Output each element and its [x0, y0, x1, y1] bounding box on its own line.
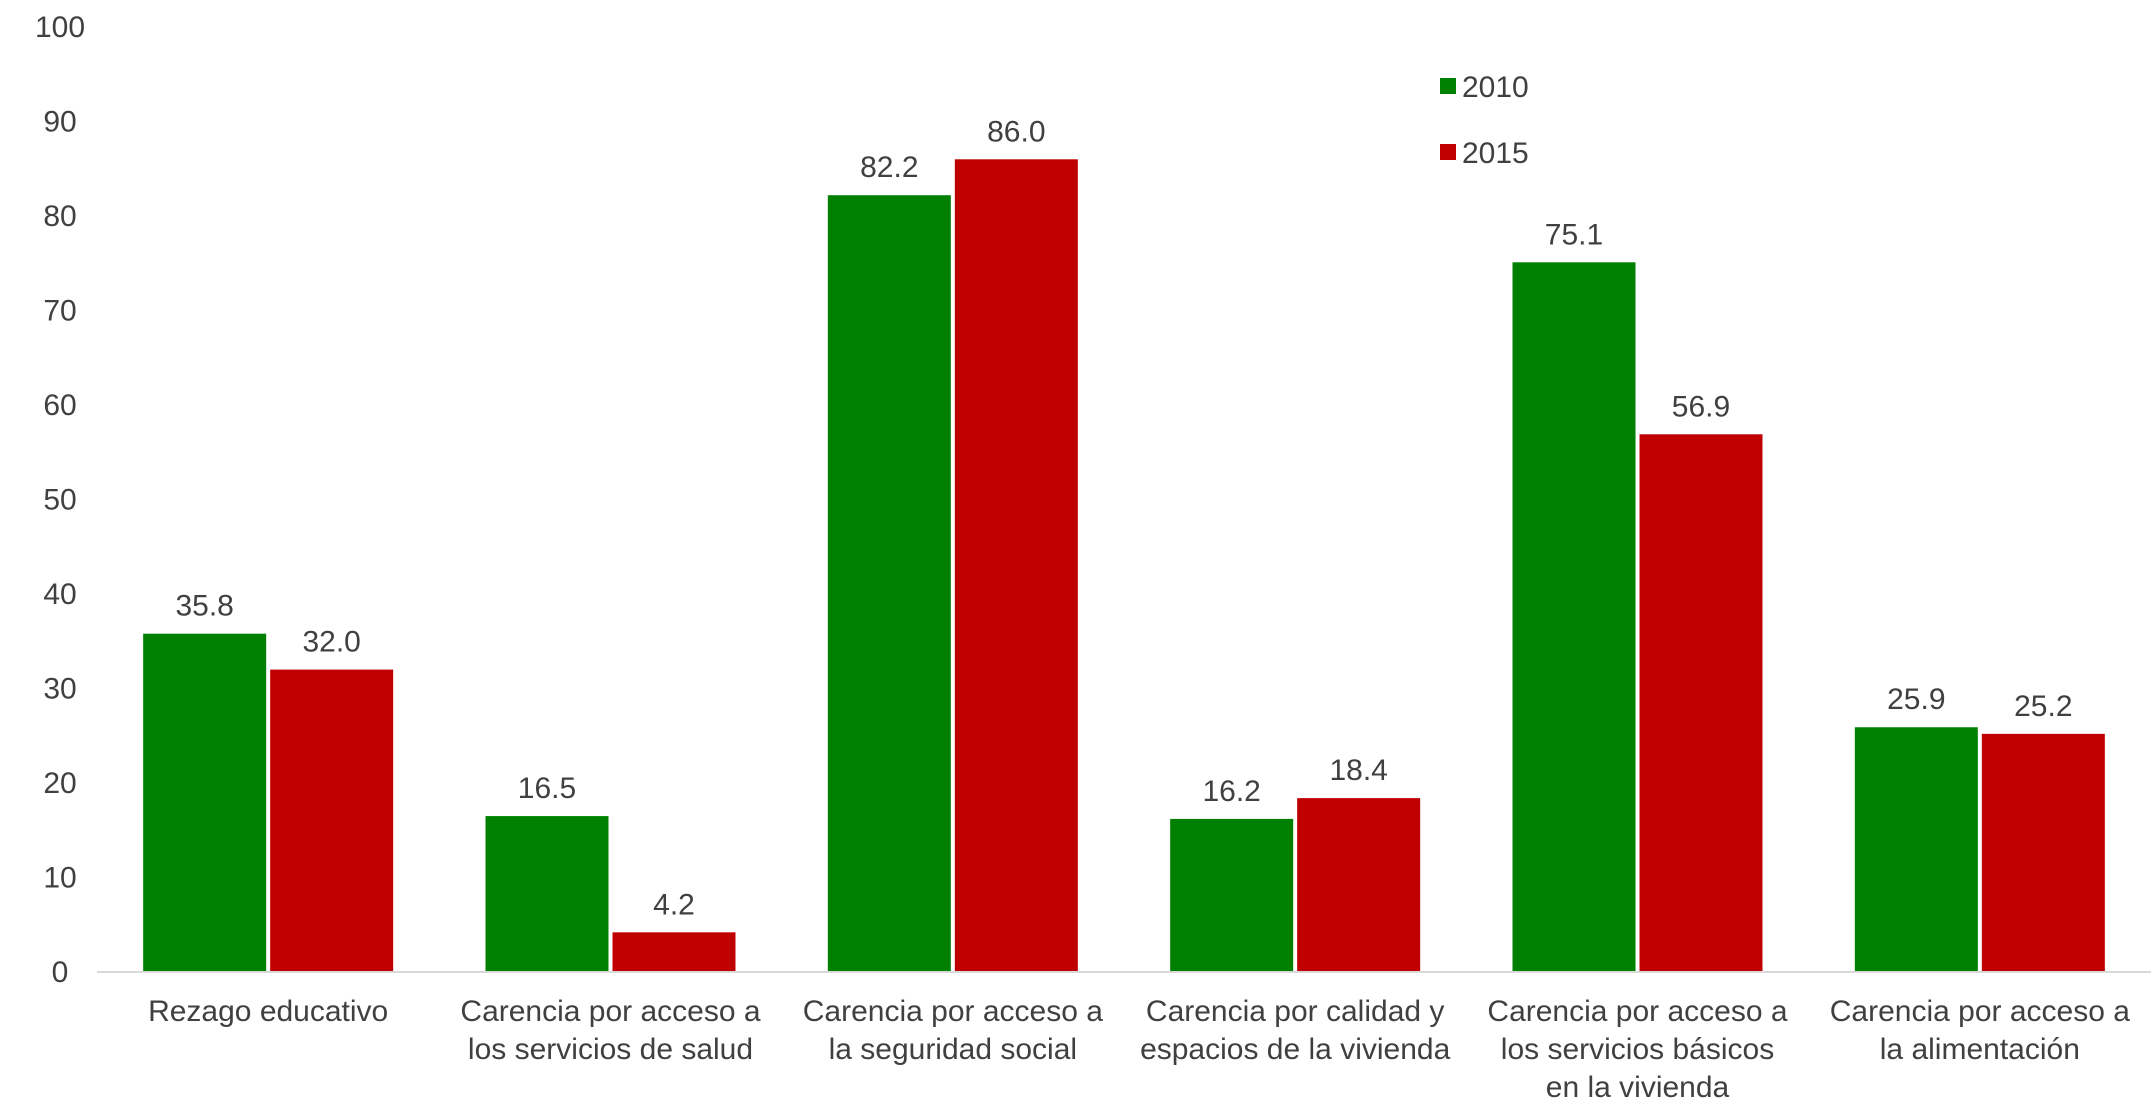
x-category-label-line: Carencia por acceso a — [803, 995, 1103, 1028]
x-category-label-line: Carencia por acceso a — [1487, 995, 1787, 1028]
data-label: 35.8 — [175, 590, 233, 623]
bar-2015-5 — [1981, 733, 2105, 972]
bar-series-group — [143, 159, 2105, 973]
x-category-label-line: la seguridad social — [829, 1033, 1077, 1066]
data-label: 25.2 — [2014, 690, 2072, 723]
bar-2015-4 — [1639, 434, 1763, 972]
x-category-label-line: los servicios básicos — [1501, 1033, 1774, 1066]
data-label: 82.2 — [860, 151, 918, 184]
x-category-label-line: los servicios de salud — [468, 1033, 753, 1066]
y-tick-label: 0 — [52, 956, 69, 989]
bar-2015-2 — [954, 159, 1078, 973]
x-category-label: Rezago educativo — [148, 995, 388, 1028]
y-tick-label: 10 — [43, 862, 76, 895]
y-tick-label: 80 — [43, 200, 76, 233]
data-label: 18.4 — [1329, 754, 1387, 787]
y-tick-label: 20 — [43, 767, 76, 800]
bar-2015-0 — [270, 669, 394, 972]
x-category-label: Carencia por calidad y espacios de la viv… — [1140, 995, 1451, 1066]
legend-swatch-2015 — [1440, 144, 1456, 160]
data-label: 16.2 — [1202, 775, 1260, 808]
bar-2010-4 — [1512, 262, 1636, 972]
bar-2010-0 — [143, 633, 267, 972]
x-category-label-line: Carencia por acceso a — [1830, 995, 2130, 1028]
data-labels-group: 35.8 32.0 16.5 4.2 82.2 86.0 16.2 18.4 75.1 56.9 2… — [175, 115, 2072, 921]
data-label: 16.5 — [518, 772, 576, 805]
x-category-label-line: espacios de la vivienda — [1140, 1033, 1451, 1066]
y-tick-label: 30 — [43, 673, 76, 706]
x-category-label-line: Carencia por calidad y — [1146, 995, 1445, 1028]
x-category-label-line: Carencia por acceso a — [460, 995, 760, 1028]
y-tick-label: 40 — [43, 578, 76, 611]
x-category-label: Carencia por acceso a los servicios básic… — [1487, 995, 1787, 1099]
bar-2010-3 — [1170, 818, 1294, 972]
data-label: 86.0 — [987, 115, 1045, 148]
bar-2015-3 — [1297, 798, 1421, 972]
x-category-label: Carencia por acceso a la seguridad social — [803, 995, 1103, 1066]
y-tick-label: 90 — [43, 106, 76, 139]
bar-2010-1 — [485, 816, 609, 972]
bar-2010-5 — [1854, 727, 1978, 972]
legend-swatch-2010 — [1440, 78, 1456, 94]
y-tick-label: 50 — [43, 484, 76, 517]
y-tick-label: 60 — [43, 389, 76, 422]
bar-2010-2 — [827, 195, 951, 972]
legend-label: 2015 — [1462, 137, 1529, 170]
legend-label: 2010 — [1462, 71, 1529, 104]
x-category-label: Carencia por acceso a la alimentación — [1830, 995, 2130, 1066]
bar-2015-1 — [612, 932, 736, 972]
data-label: 75.1 — [1545, 218, 1603, 251]
data-label: 4.2 — [653, 888, 695, 921]
data-label: 56.9 — [1672, 390, 1730, 423]
y-tick-label: 100 — [35, 11, 85, 44]
data-label: 32.0 — [302, 626, 360, 659]
x-category-label-line: en la vivienda — [1546, 1071, 1730, 1099]
legend: 2010 2015 — [1440, 71, 1529, 170]
y-axis-tick-labels: 0 10 20 30 40 50 60 70 80 90 100 — [35, 11, 85, 989]
x-category-label-line: Rezago educativo — [148, 995, 388, 1028]
x-axis-category-labels: Rezago educativo Carencia por acceso a los… — [148, 995, 2130, 1099]
y-tick-label: 70 — [43, 295, 76, 328]
data-label: 25.9 — [1887, 683, 1945, 716]
x-category-label-line: la alimentación — [1880, 1033, 2080, 1066]
x-category-label: Carencia por acceso a los servicios de sa… — [460, 995, 760, 1066]
